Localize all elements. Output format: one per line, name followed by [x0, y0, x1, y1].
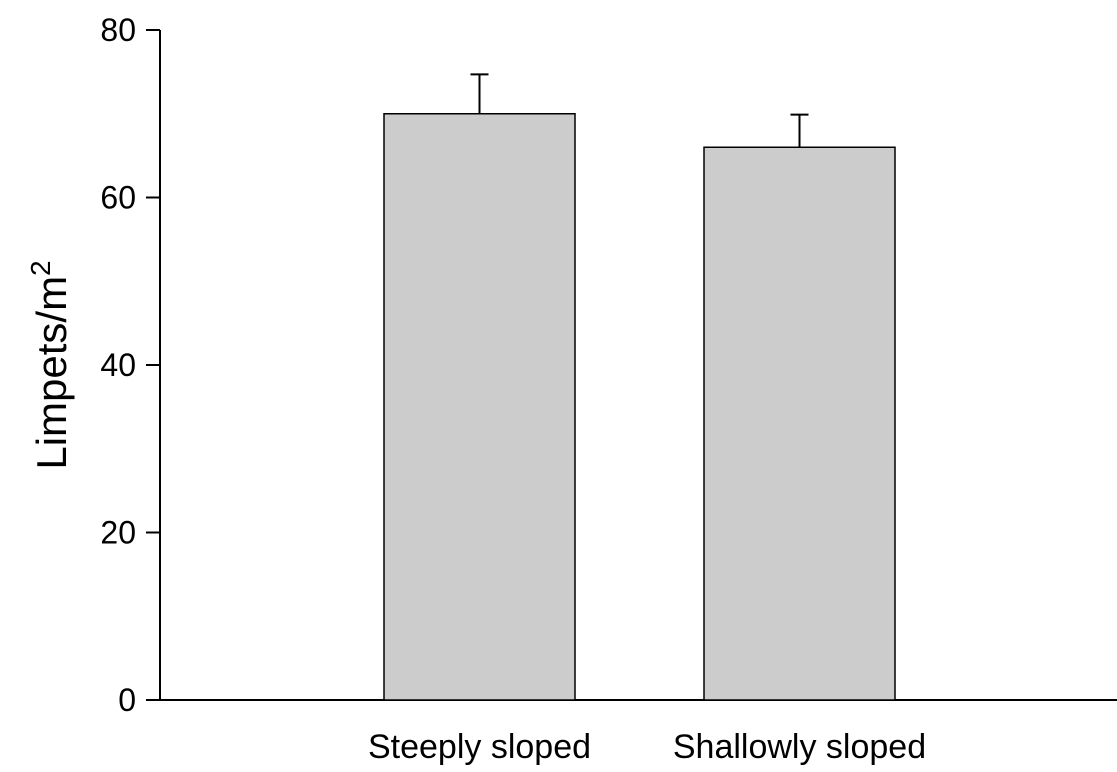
- bar: [383, 113, 576, 701]
- y-tick-label: 20: [100, 515, 136, 551]
- y-tick-label: 0: [118, 682, 136, 718]
- y-axis-label-text: Limpets/m: [28, 276, 75, 470]
- x-category-label: Steeply sloped: [368, 728, 591, 766]
- bar: [703, 146, 896, 701]
- y-ticks: 0 20 40 60 80: [100, 12, 160, 718]
- y-tick-label: 60: [100, 180, 136, 216]
- y-tick-label: 80: [100, 12, 136, 48]
- category-labels: Steeply sloped Shallowly sloped: [368, 728, 926, 766]
- x-category-label: Shallowly sloped: [673, 728, 926, 766]
- y-tick-label: 40: [100, 347, 136, 383]
- y-axis-label: Limpets/m2: [25, 260, 75, 469]
- bars: [383, 73, 896, 701]
- y-axis-label-superscript: 2: [25, 260, 56, 276]
